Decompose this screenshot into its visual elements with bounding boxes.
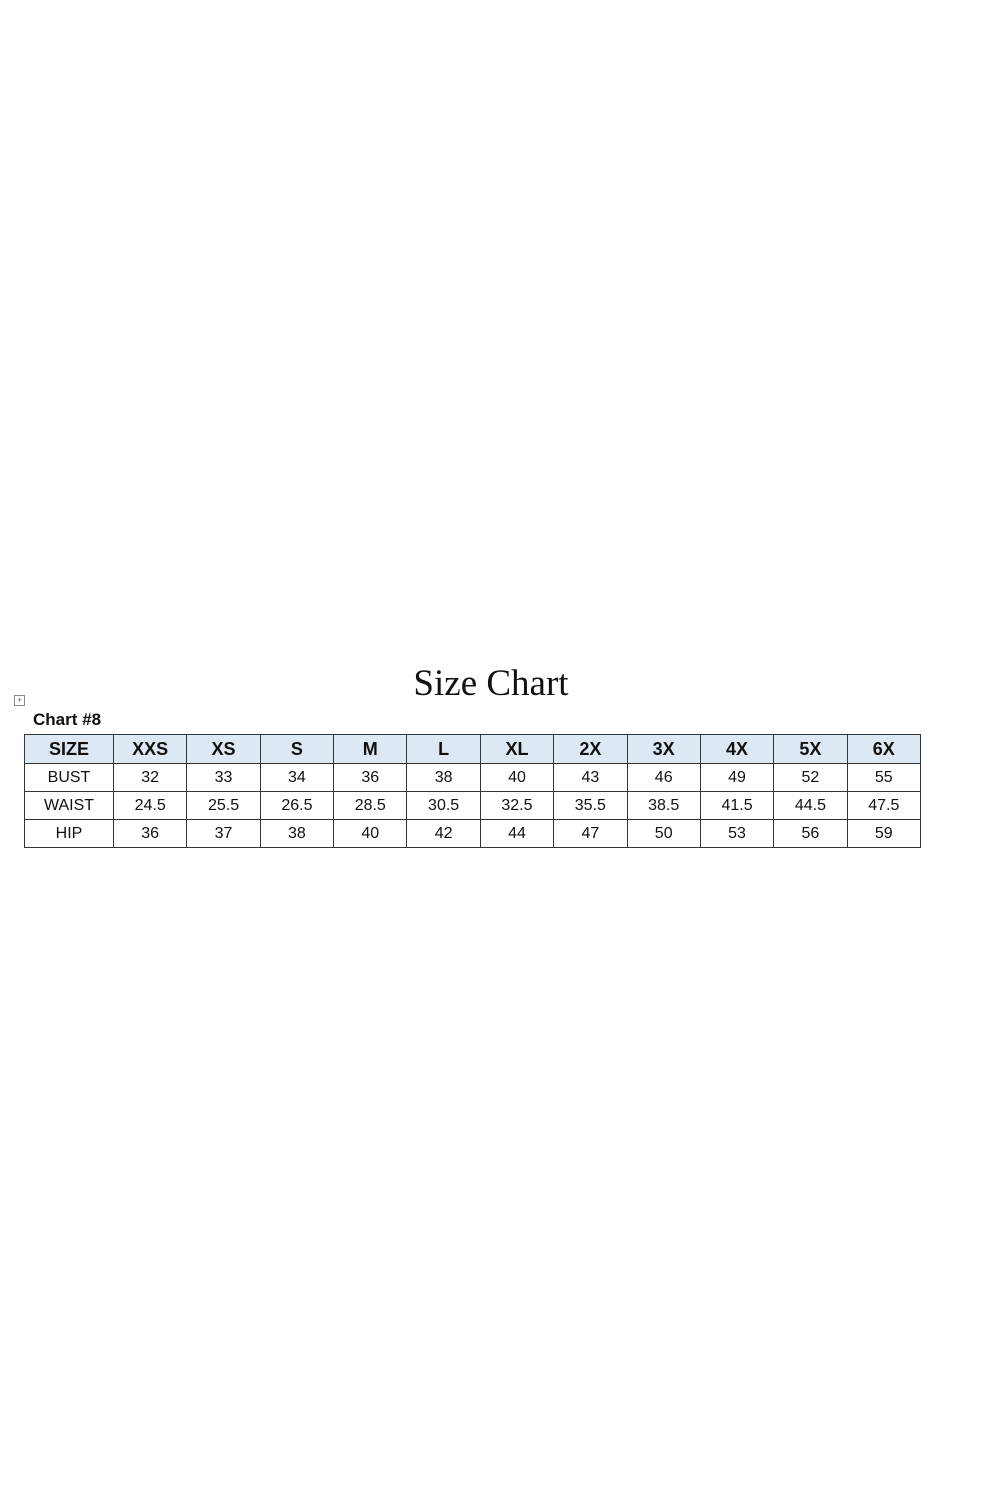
table-cell: 42 (406, 819, 481, 848)
row-label-cell: SIZE (24, 734, 114, 764)
table-cell: 36 (333, 763, 408, 792)
table-cell: 26.5 (259, 791, 335, 820)
table-row: BUST 32 33 34 36 38 40 43 46 49 52 55 (24, 763, 922, 792)
page-title: Size Chart (413, 663, 569, 704)
table-cell: 53 (699, 819, 775, 848)
table-cell: 43 (553, 763, 628, 792)
table-cell: 44.5 (773, 791, 848, 820)
table-cell: XXS (112, 734, 188, 764)
table-row: HIP 36 37 38 40 42 44 47 50 53 56 59 (24, 819, 922, 848)
table-cell: L (406, 734, 481, 764)
table-cell: 34 (259, 763, 335, 792)
table-cell: 32 (112, 763, 188, 792)
table-cell: M (333, 734, 408, 764)
table-cell: 46 (626, 763, 701, 792)
table-cell: 47 (553, 819, 628, 848)
table-cell: 52 (773, 763, 848, 792)
table-cell: 40 (479, 763, 555, 792)
table-cell: 35.5 (553, 791, 628, 820)
table-cell: 47.5 (846, 791, 922, 820)
table-cell: 28.5 (333, 791, 408, 820)
row-label-cell: WAIST (24, 791, 114, 820)
table-cell: 38 (259, 819, 335, 848)
table-cell: 40 (333, 819, 408, 848)
row-label-cell: BUST (24, 763, 114, 792)
table-cell: 36 (112, 819, 188, 848)
table-cell: 6X (846, 734, 922, 764)
table-header-row: SIZE XXS XS S M L XL 2X 3X 4X 5X 6X (24, 734, 922, 764)
table-cell: 24.5 (112, 791, 188, 820)
table-cell: 41.5 (699, 791, 775, 820)
table-cell: 38.5 (626, 791, 701, 820)
table-row: WAIST 24.5 25.5 26.5 28.5 30.5 32.5 35.5 38.5 41.… (24, 791, 922, 820)
table-cell: 30.5 (406, 791, 481, 820)
table-cell: 50 (626, 819, 701, 848)
table-cell: 49 (699, 763, 775, 792)
table-cell: 32.5 (479, 791, 555, 820)
row-label-cell: HIP (24, 819, 114, 848)
table-cell: 59 (846, 819, 922, 848)
size-chart-table: SIZE XXS XS S M L XL 2X 3X 4X 5X 6X BUST 32 33 34 36 38 40… (24, 734, 922, 848)
table-cell: 33 (186, 763, 261, 792)
table-cell: 38 (406, 763, 481, 792)
table-cell: 5X (773, 734, 848, 764)
table-cell: 2X (553, 734, 628, 764)
chart-label: Chart #8 (33, 710, 102, 729)
table-cell: 56 (773, 819, 848, 848)
table-cell: 25.5 (186, 791, 261, 820)
table-cell: 3X (626, 734, 701, 764)
table-cell: 4X (699, 734, 775, 764)
table-cell: XL (479, 734, 555, 764)
table-cell: 37 (186, 819, 261, 848)
table-cell: 44 (479, 819, 555, 848)
table-cell: S (259, 734, 335, 764)
table-move-handle-icon[interactable]: + (14, 695, 25, 706)
table-cell: XS (186, 734, 261, 764)
table-cell: 55 (846, 763, 922, 792)
